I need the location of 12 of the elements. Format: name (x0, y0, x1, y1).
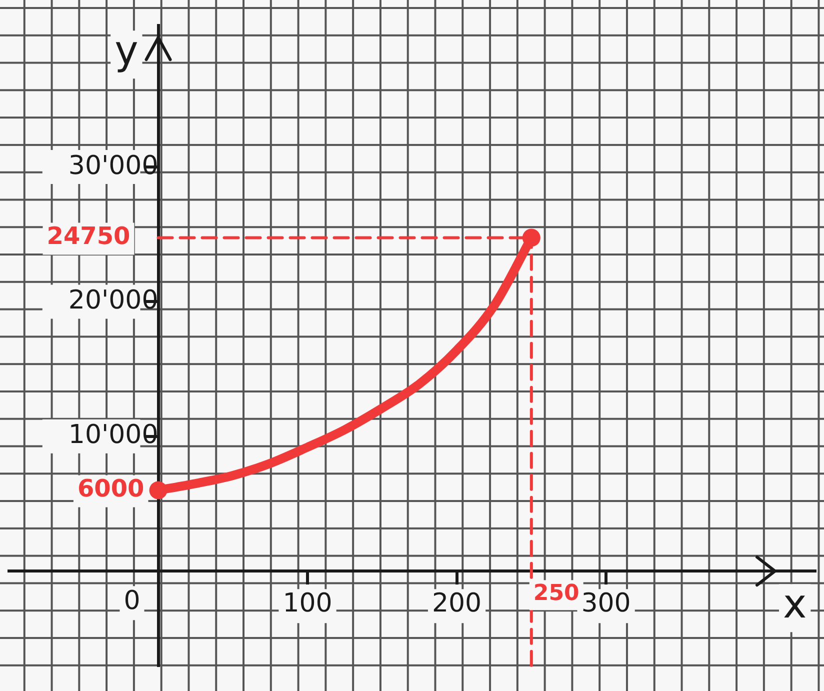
annotation: 6000 (77, 474, 144, 503)
ref-line-label: 24750 (46, 222, 130, 250)
ref-line-label: 250 (533, 580, 580, 606)
y-tick-label: 10'000 (68, 420, 158, 450)
x-axis-title: x (783, 582, 807, 628)
x-tick-label: 300 (581, 588, 631, 618)
x-tick-label: 100 (282, 588, 332, 618)
y-axis-title: y (114, 28, 138, 74)
y-tick-label: 20'000 (68, 285, 158, 316)
y-tick-label: 30'000 (68, 150, 158, 181)
annotation: 0 (124, 586, 140, 616)
x-tick-label: 200 (432, 588, 482, 618)
